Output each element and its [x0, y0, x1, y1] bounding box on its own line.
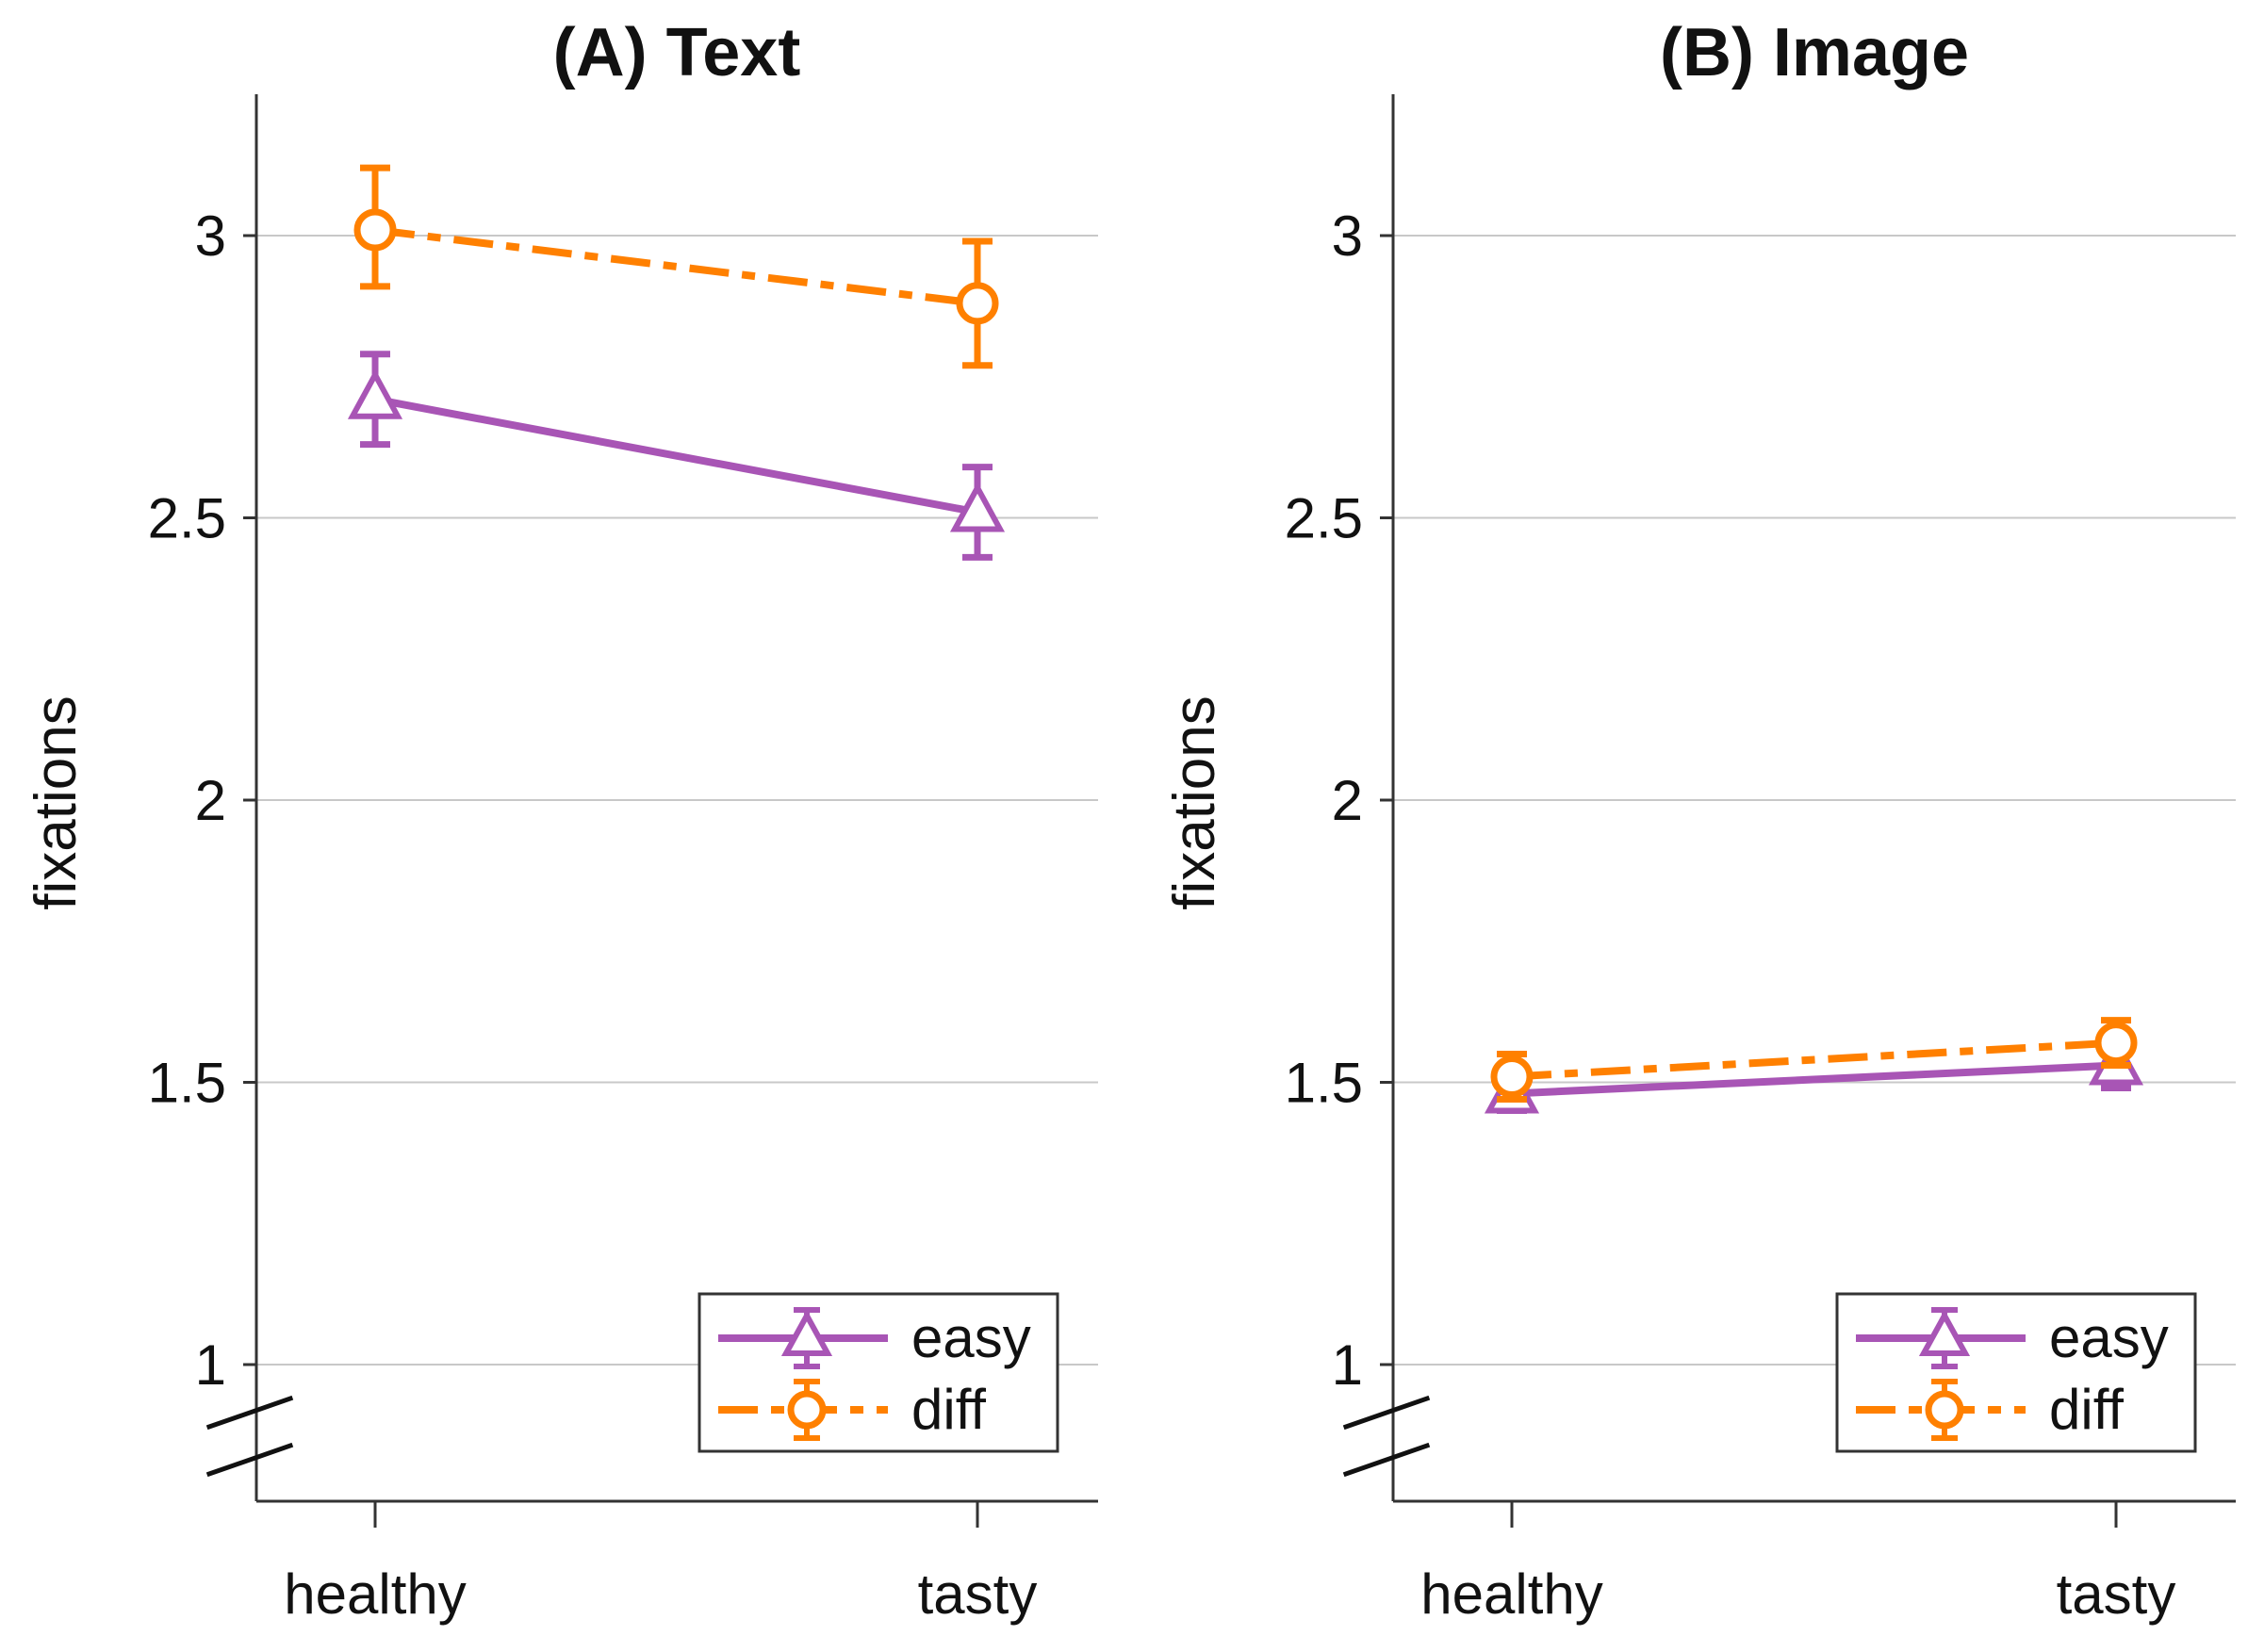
- data-point-diff: [2094, 1022, 2138, 1065]
- legend-label-easy: easy: [2049, 1306, 2169, 1369]
- series-line-diff: [1511, 1039, 2117, 1081]
- legend-label-easy: easy: [911, 1306, 1031, 1369]
- y-tick-label: 1.5: [148, 1052, 226, 1115]
- y-tick-label: 2: [195, 769, 226, 832]
- axis-break-mark: [205, 1442, 294, 1478]
- data-point-diff: [956, 282, 999, 325]
- series-line-easy: [1511, 1061, 2117, 1098]
- x-tick-label: tasty: [2057, 1562, 2176, 1626]
- y-tick-label: 2.5: [148, 487, 226, 550]
- legend-marker-diff: [1925, 1390, 1964, 1430]
- axis-break-mark: [1342, 1395, 1431, 1431]
- legend-marker-easy: [780, 1309, 833, 1356]
- y-tick-label: 1: [195, 1333, 226, 1397]
- data-point-easy: [949, 482, 1006, 532]
- chart-title: (A) Text: [553, 15, 801, 90]
- legend-box: [1835, 1292, 2197, 1453]
- legend: easy diff: [1835, 1292, 2197, 1453]
- legend-marker-diff: [787, 1390, 827, 1430]
- data-point-diff: [353, 208, 397, 252]
- y-tick-label: 3: [195, 204, 226, 268]
- y-tick-label: 2: [1332, 769, 1363, 832]
- series-line-easy: [374, 395, 978, 516]
- series-line-diff: [374, 226, 978, 307]
- chart-title: (B) Image: [1660, 15, 1969, 90]
- legend-label-diff: diff: [911, 1378, 986, 1441]
- panel-a: (A) Text 1 1.5 2 2.5 3 healthy tasty fixations ea…: [24, 15, 1098, 1626]
- data-point-easy: [347, 368, 403, 419]
- axis-break-mark: [1342, 1442, 1431, 1478]
- axis-break-mark: [205, 1395, 294, 1431]
- legend: easy diff: [697, 1292, 1059, 1453]
- legend-label-diff: diff: [2049, 1378, 2124, 1441]
- x-tick-label: tasty: [918, 1562, 1038, 1626]
- x-tick-label: healthy: [284, 1562, 466, 1626]
- x-tick-label: healthy: [1420, 1562, 1602, 1626]
- legend-marker-easy: [1918, 1309, 1971, 1356]
- y-tick-label: 3: [1332, 204, 1363, 268]
- y-tick-label: 1: [1332, 1333, 1363, 1397]
- data-point-diff: [1490, 1055, 1534, 1099]
- y-axis-label: fixations: [24, 695, 89, 909]
- y-tick-label: 1.5: [1285, 1052, 1363, 1115]
- y-axis-label: fixations: [1162, 695, 1227, 909]
- panel-b: (B) Image 1 1.5 2 2.5 3 healthy tasty fixations e…: [1162, 15, 2236, 1626]
- legend-box: [697, 1292, 1059, 1453]
- y-tick-label: 2.5: [1285, 487, 1363, 550]
